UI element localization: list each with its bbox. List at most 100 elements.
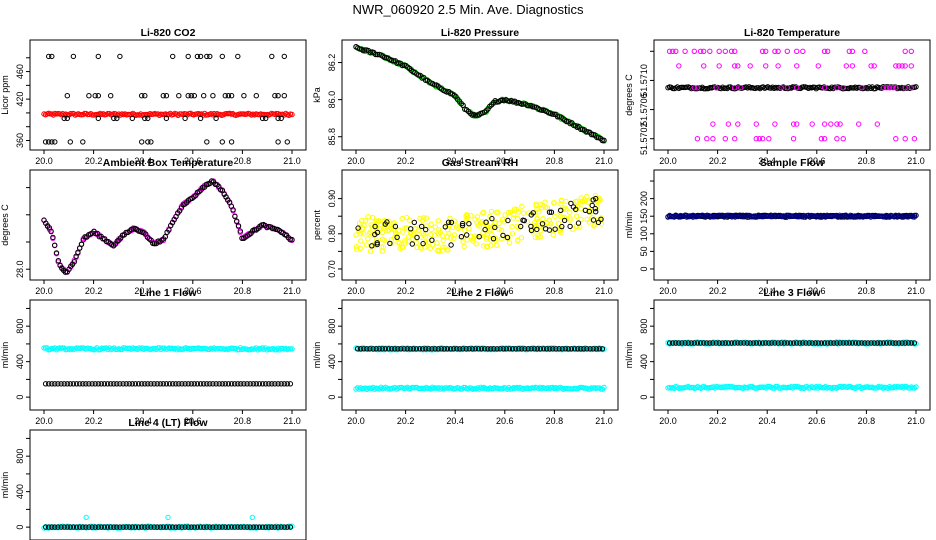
data-point	[862, 48, 868, 54]
data-point	[108, 381, 114, 387]
data-point	[573, 386, 579, 392]
data-point	[880, 340, 887, 346]
data-point	[86, 346, 92, 352]
data-point	[374, 229, 381, 236]
y-axis-label: kPa	[312, 87, 322, 103]
data-point	[366, 230, 372, 237]
data-point	[452, 218, 458, 224]
data-point	[494, 242, 500, 248]
data-point	[356, 226, 363, 233]
data-point	[98, 381, 105, 387]
data-point	[256, 381, 263, 387]
data-point	[194, 381, 201, 387]
data-point	[407, 229, 414, 236]
data-point	[840, 136, 846, 142]
data-point	[129, 524, 136, 530]
y-tick-label: 28.0	[15, 260, 25, 278]
data-point	[182, 115, 188, 122]
data-point	[589, 202, 595, 209]
x-tick-label: 20.0	[347, 416, 365, 426]
data-point	[409, 241, 415, 247]
data-point	[575, 346, 581, 352]
data-point	[852, 340, 859, 346]
data-point	[173, 381, 179, 387]
data-point	[592, 205, 598, 212]
data-point	[459, 222, 466, 229]
data-point	[275, 139, 281, 145]
data-point	[381, 54, 388, 61]
data-point	[483, 236, 490, 242]
data-point	[400, 229, 406, 235]
data-point	[565, 346, 571, 352]
data-point	[225, 93, 232, 99]
data-point	[856, 121, 862, 127]
data-point	[849, 48, 856, 54]
data-point	[232, 213, 238, 220]
data-point	[64, 524, 71, 530]
x-tick-label: 20.4	[758, 286, 776, 296]
data-point	[275, 93, 281, 99]
data-point	[397, 245, 403, 252]
series-line1-cyan	[41, 345, 295, 353]
x-tick-label: 20.2	[397, 156, 415, 166]
data-point	[520, 210, 527, 216]
data-point	[716, 63, 722, 69]
data-point	[114, 524, 120, 530]
data-point	[553, 346, 559, 352]
data-point	[86, 93, 92, 99]
data-point	[148, 381, 154, 387]
data-point	[111, 381, 117, 387]
data-point	[80, 381, 86, 387]
data-point	[436, 227, 442, 233]
data-point	[64, 93, 71, 99]
data-point	[435, 346, 441, 352]
data-point	[567, 223, 573, 230]
data-point	[697, 48, 704, 54]
data-point	[70, 524, 77, 530]
data-point	[441, 346, 447, 352]
series-pressure-black	[353, 44, 607, 144]
data-point	[64, 115, 71, 122]
plot-frame	[29, 169, 307, 281]
x-tick-label: 20.2	[85, 286, 103, 296]
data-point	[354, 246, 360, 252]
data-point	[476, 234, 482, 240]
data-point	[281, 93, 287, 99]
data-point	[491, 346, 497, 352]
data-point	[772, 121, 778, 127]
data-point	[70, 381, 77, 387]
data-point	[219, 139, 226, 145]
data-point	[73, 524, 80, 530]
data-point	[353, 244, 360, 250]
data-point	[735, 121, 741, 127]
data-point	[232, 381, 238, 387]
data-point	[727, 212, 734, 219]
data-point	[42, 381, 49, 387]
data-point	[902, 340, 908, 346]
data-point	[818, 136, 825, 142]
data-point	[148, 139, 154, 145]
x-tick-label: 20.6	[496, 416, 514, 426]
data-point	[899, 63, 905, 69]
chart-title: Line 3 Flow	[763, 287, 821, 299]
data-point	[593, 209, 599, 215]
series-sample-flow	[665, 212, 919, 220]
data-point	[738, 85, 744, 91]
data-point	[41, 345, 47, 351]
data-point	[145, 524, 151, 530]
data-point	[126, 381, 133, 387]
data-point	[185, 381, 191, 387]
data-point	[413, 346, 420, 352]
data-point	[213, 381, 219, 387]
data-point	[794, 63, 800, 69]
data-point	[278, 115, 284, 122]
data-point	[232, 524, 238, 530]
y-tick-label: 0	[15, 395, 25, 400]
data-point	[837, 340, 843, 346]
data-point	[485, 346, 491, 352]
data-point	[222, 93, 229, 99]
y-tick-label: 200	[639, 191, 649, 206]
data-point	[800, 48, 806, 54]
data-point	[794, 121, 800, 127]
